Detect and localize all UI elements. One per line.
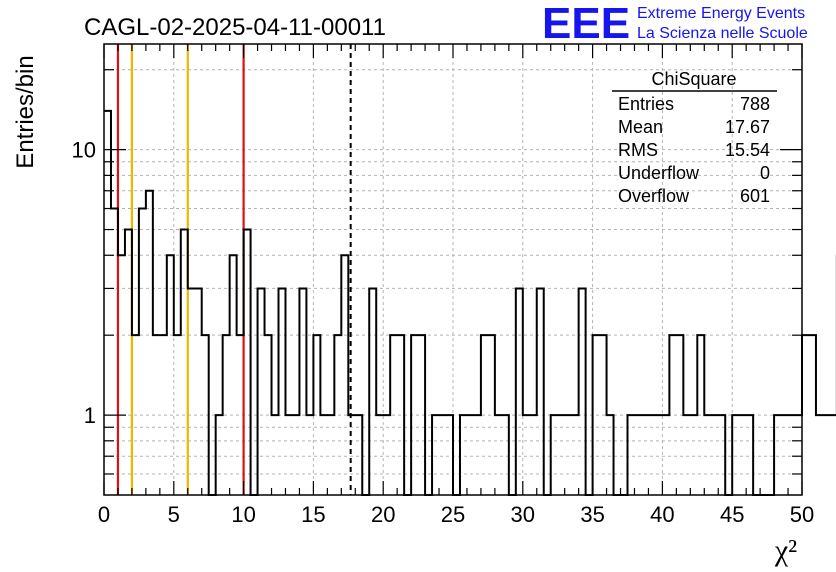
stats-row-label: Entries	[618, 94, 674, 114]
histogram-layer	[104, 109, 836, 496]
stats-row-value: 15.54	[725, 140, 770, 160]
x-tick-label: 40	[650, 502, 674, 527]
eee-logo: EEE Extreme Energy Events La Scienza nel…	[542, 0, 808, 48]
x-tick-label: 35	[580, 502, 604, 527]
stats-row-label: Underflow	[618, 163, 700, 183]
x-tick-label: 25	[441, 502, 465, 527]
x-axis-label: χ²	[774, 534, 797, 567]
stats-row-label: Mean	[618, 117, 663, 137]
y-tick-label: 1	[84, 403, 96, 428]
x-tick-label: 30	[511, 502, 535, 527]
x-tick-label: 15	[301, 502, 325, 527]
stats-row-label: RMS	[618, 140, 658, 160]
histogram-outline	[104, 109, 836, 496]
stats-row-value: 0	[760, 163, 770, 183]
y-axis-label: Entries/bin	[12, 55, 39, 168]
stats-row-label: Overflow	[618, 186, 690, 206]
x-tick-label: 10	[231, 502, 255, 527]
x-tick-label: 0	[98, 502, 110, 527]
logo-line-2: La Scienza nelle Scuole	[637, 25, 808, 42]
stats-row-value: 788	[740, 94, 770, 114]
stats-row-value: 601	[740, 186, 770, 206]
stats-box: ChiSquare Entries 788 Mean 17.67 RMS 15.54 Und…	[612, 69, 777, 206]
x-tick-label: 5	[168, 502, 180, 527]
stats-row-value: 17.67	[725, 117, 770, 137]
x-tick-label: 50	[790, 502, 814, 527]
axis-ticks: 0 5 10 15 20 25 30 35 40 45 50 1 10	[72, 44, 814, 527]
logo-mark: EEE	[542, 0, 630, 48]
stats-rows: Entries 788 Mean 17.67 RMS 15.54 Underflow 0 Ove…	[618, 94, 770, 206]
chart-title: CAGL-02-2025-04-11-00011	[84, 14, 386, 41]
logo-line-1: Extreme Energy Events	[637, 5, 805, 22]
x-tick-label: 45	[720, 502, 744, 527]
stats-title: ChiSquare	[651, 69, 736, 89]
y-tick-label: 10	[72, 138, 96, 163]
x-tick-label: 20	[371, 502, 395, 527]
